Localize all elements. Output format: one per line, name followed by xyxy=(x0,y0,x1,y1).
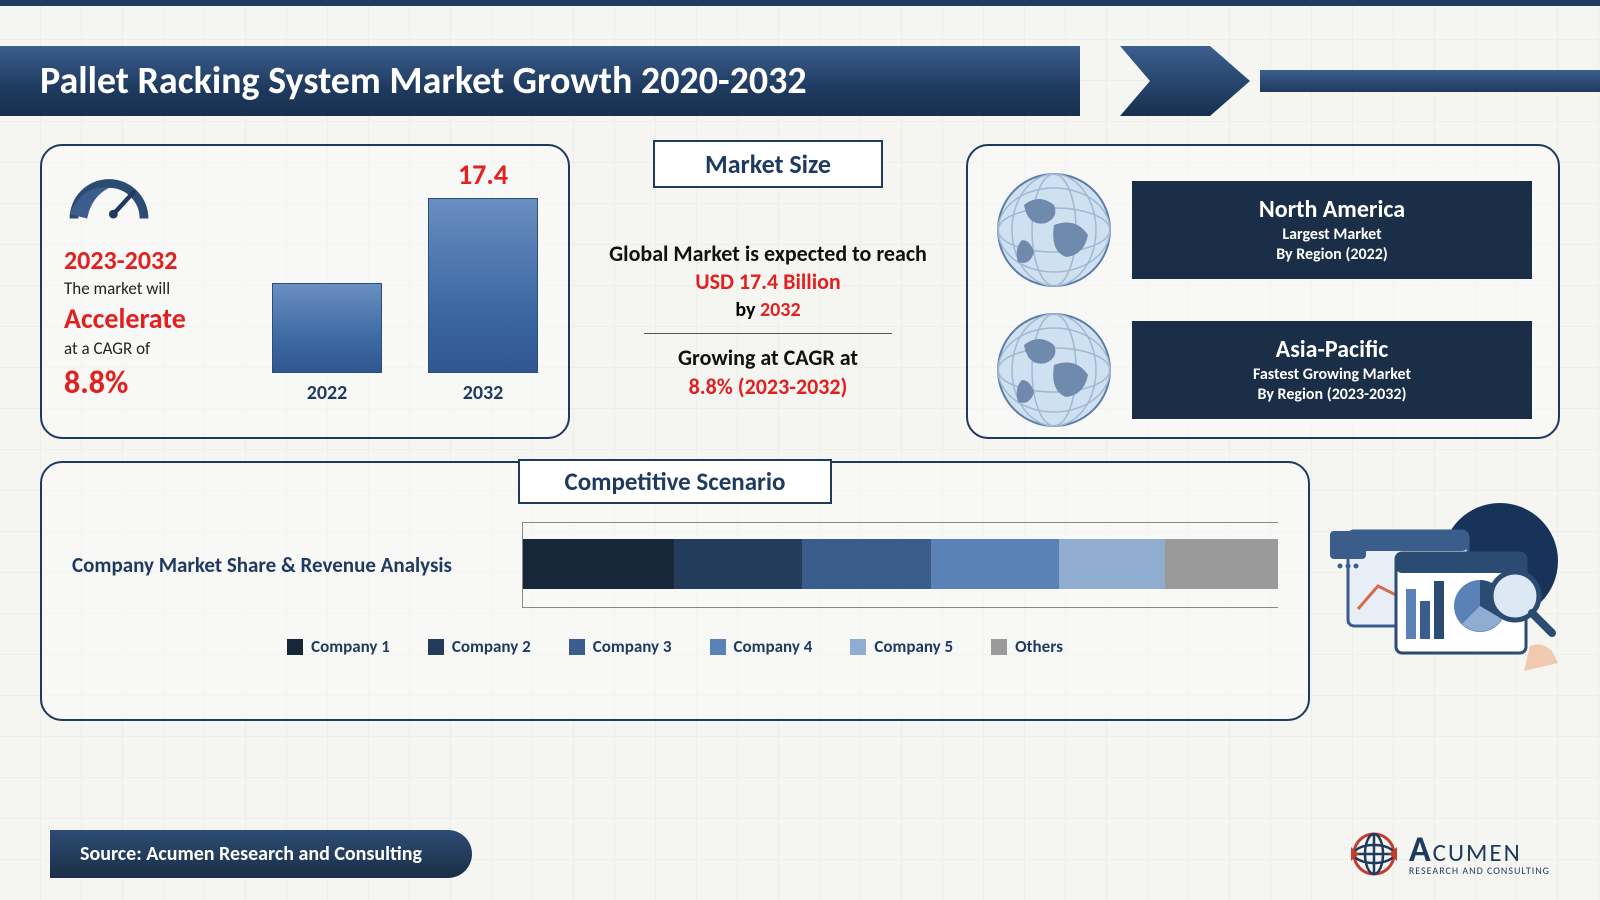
bar-year-label: 2022 xyxy=(307,381,348,405)
legend-item: Company 5 xyxy=(850,636,953,657)
regions-panel: North America Largest Market By Region (… xyxy=(966,144,1560,439)
legend-label: Company 3 xyxy=(593,636,672,657)
market-size-panel: Market Size Global Market is expected to… xyxy=(588,144,948,439)
share-segment xyxy=(1165,539,1278,589)
ms-year: 2032 xyxy=(760,298,801,322)
legend-label: Others xyxy=(1015,636,1063,657)
bar-year-label: 2032 xyxy=(463,381,504,405)
speed-gauge-icon xyxy=(64,166,154,236)
share-segment xyxy=(931,539,1059,589)
growth-bar: 2022 xyxy=(272,277,382,405)
ms-by-year: by 2032 xyxy=(735,297,800,323)
region-sub2: By Region (2023-2032) xyxy=(1150,385,1514,405)
region-badge: North America Largest Market By Region (… xyxy=(1132,181,1532,279)
growth-bar-chart: 202217.42032 xyxy=(264,166,546,417)
analytics-illustration-icon xyxy=(1330,491,1560,691)
region-row: North America Largest Market By Region (… xyxy=(994,170,1532,290)
legend-item: Company 4 xyxy=(710,636,813,657)
legend-label: Company 4 xyxy=(734,636,813,657)
legend-item: Others xyxy=(991,636,1063,657)
region-badge: Asia-Pacific Fastest Growing Market By R… xyxy=(1132,321,1532,419)
header-main: Pallet Racking System Market Growth 2020… xyxy=(0,46,1080,116)
globe-logo-icon xyxy=(1349,829,1399,879)
logo-name: Acumen xyxy=(1409,833,1550,865)
growth-line1: The market will xyxy=(64,278,264,299)
ms-text2: Growing at CAGR at xyxy=(678,344,858,373)
competitive-title: Competitive Scenario xyxy=(518,459,831,504)
region-name: North America xyxy=(1150,195,1514,225)
legend-swatch xyxy=(991,639,1007,655)
legend-label: Company 1 xyxy=(311,636,390,657)
growth-bar: 17.4 2032 xyxy=(428,157,538,405)
region-sub1: Fastest Growing Market xyxy=(1150,365,1514,385)
globe-icon xyxy=(994,310,1114,430)
market-share-bar xyxy=(523,539,1278,589)
share-segment xyxy=(523,539,674,589)
legend-item: Company 3 xyxy=(569,636,672,657)
region-sub1: Largest Market xyxy=(1150,225,1514,245)
source-label: Source: Acumen Research and Consulting xyxy=(50,830,472,878)
competitive-panel: Competitive Scenario Company Market Shar… xyxy=(40,461,1310,721)
header-arrow-icon xyxy=(1120,46,1260,116)
region-name: Asia-Pacific xyxy=(1150,335,1514,365)
legend-label: Company 5 xyxy=(874,636,953,657)
bar-rect xyxy=(272,283,382,373)
top-accent-line xyxy=(0,0,1600,6)
legend-item: Company 1 xyxy=(287,636,390,657)
growth-accelerate: Accelerate xyxy=(64,301,264,336)
bar-value-label: 17.4 xyxy=(458,157,508,192)
bar-rect xyxy=(428,198,538,373)
legend-item: Company 2 xyxy=(428,636,531,657)
page-title: Pallet Racking System Market Growth 2020… xyxy=(40,58,807,104)
footer: Source: Acumen Research and Consulting A… xyxy=(0,828,1600,880)
brand-logo: Acumen RESEARCH AND CONSULTING xyxy=(1349,829,1550,879)
ms-by-prefix: by xyxy=(735,298,760,322)
ms-text1: Global Market is expected to reach xyxy=(609,240,927,269)
ms-divider xyxy=(644,333,892,334)
legend-swatch xyxy=(569,639,585,655)
share-label: Company Market Share & Revenue Analysis xyxy=(72,552,512,578)
globe-icon xyxy=(994,170,1114,290)
ms-value: USD 17.4 Billion xyxy=(695,268,840,297)
legend-label: Company 2 xyxy=(452,636,531,657)
legend-swatch xyxy=(710,639,726,655)
legend-swatch xyxy=(287,639,303,655)
market-size-title: Market Size xyxy=(653,140,883,188)
share-segment xyxy=(674,539,802,589)
share-segment xyxy=(1059,539,1165,589)
legend: Company 1 Company 2 Company 3 Company 4 Comp… xyxy=(72,636,1278,657)
growth-cagr: 8.8% xyxy=(64,363,264,402)
growth-panel: 2023-2032 The market will Accelerate at … xyxy=(40,144,570,439)
region-row: Asia-Pacific Fastest Growing Market By R… xyxy=(994,310,1532,430)
growth-period: 2023-2032 xyxy=(64,244,264,276)
header-bar: Pallet Racking System Market Growth 2020… xyxy=(0,46,1600,116)
logo-tagline: RESEARCH AND CONSULTING xyxy=(1409,866,1550,875)
legend-swatch xyxy=(428,639,444,655)
ms-cagr-line: 8.8% (2023-2032) xyxy=(689,373,848,402)
growth-line2: at a CAGR of xyxy=(64,338,264,359)
legend-swatch xyxy=(850,639,866,655)
share-segment xyxy=(802,539,930,589)
share-bar-container xyxy=(522,522,1278,608)
region-sub2: By Region (2022) xyxy=(1150,245,1514,265)
header-tail xyxy=(1260,70,1600,92)
